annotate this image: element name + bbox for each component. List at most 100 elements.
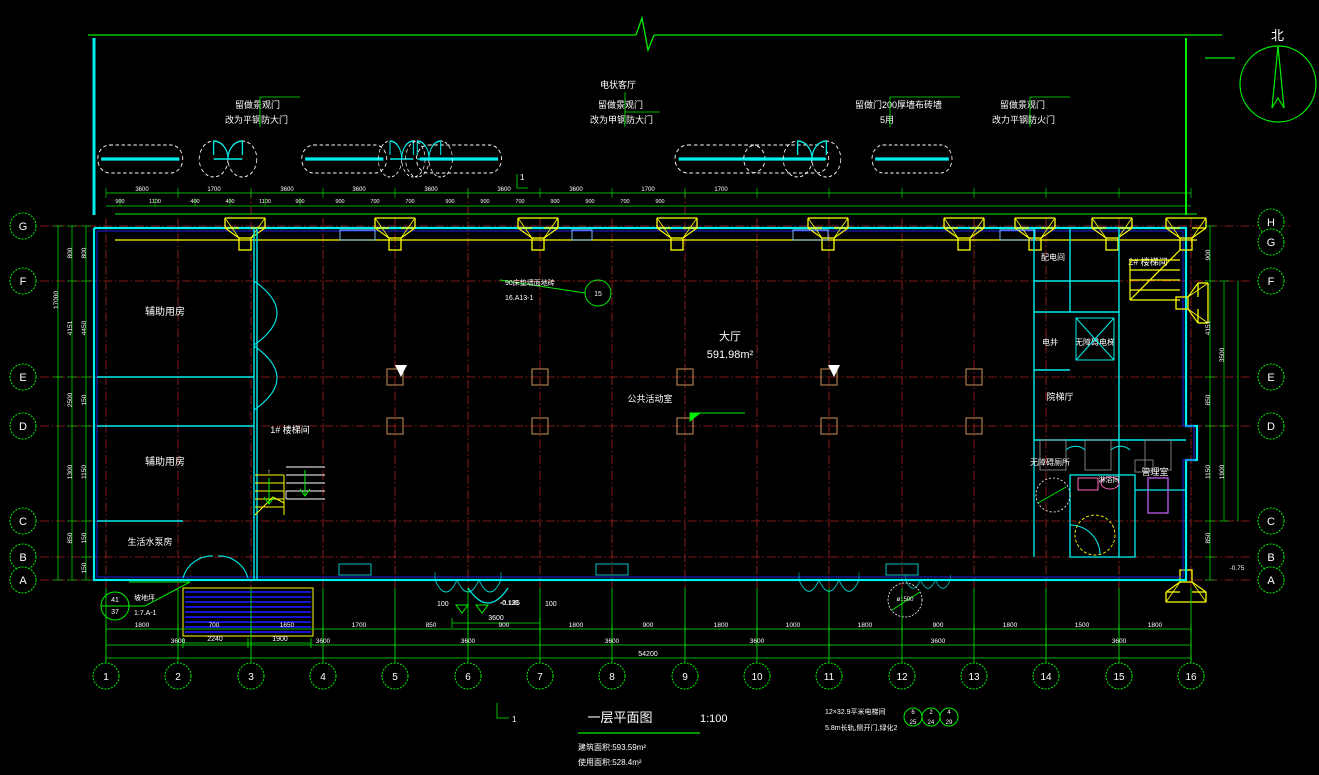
svg-text:1:100: 1:100 — [700, 713, 728, 725]
svg-text:25: 25 — [910, 720, 917, 726]
svg-text:1: 1 — [520, 173, 525, 182]
svg-text:F: F — [1268, 276, 1275, 288]
svg-text:留做景观门: 留做景观门 — [1000, 99, 1045, 110]
svg-text:淋浴间: 淋浴间 — [1099, 475, 1120, 484]
svg-text:管理室: 管理室 — [1141, 466, 1168, 477]
svg-text:3600: 3600 — [1112, 638, 1127, 645]
svg-text:E: E — [19, 372, 26, 384]
svg-text:900: 900 — [655, 199, 664, 205]
svg-text:54200: 54200 — [638, 651, 658, 658]
svg-text:1: 1 — [103, 672, 109, 683]
svg-text:4450: 4450 — [81, 320, 88, 335]
svg-text:1800: 1800 — [1003, 622, 1018, 629]
svg-text:1800: 1800 — [714, 622, 729, 629]
svg-text:D: D — [1267, 421, 1275, 433]
svg-text:2240: 2240 — [207, 636, 223, 643]
svg-text:3600: 3600 — [135, 187, 149, 193]
svg-text:1: 1 — [512, 715, 517, 724]
svg-text:10: 10 — [751, 672, 763, 683]
svg-text:1150: 1150 — [1205, 465, 1212, 479]
svg-text:4151: 4151 — [1205, 320, 1212, 335]
svg-text:1700: 1700 — [352, 622, 367, 629]
svg-text:900: 900 — [445, 199, 454, 205]
svg-text:坡地坪: 坡地坪 — [134, 593, 155, 602]
svg-text:900: 900 — [1205, 249, 1212, 260]
svg-text:1800: 1800 — [569, 622, 584, 629]
svg-text:850: 850 — [426, 622, 437, 629]
svg-text:900: 900 — [335, 199, 344, 205]
svg-text:90床垫墙面地砖: 90床垫墙面地砖 — [505, 278, 555, 287]
svg-text:37: 37 — [111, 609, 119, 616]
svg-text:院梯厅: 院梯厅 — [1046, 391, 1073, 402]
svg-text:生活水泵房: 生活水泵房 — [127, 536, 172, 547]
svg-text:850: 850 — [1205, 394, 1212, 405]
svg-text:1800: 1800 — [135, 622, 150, 629]
svg-text:大厅: 大厅 — [719, 329, 741, 343]
svg-text:12: 12 — [896, 672, 908, 683]
svg-text:-0.75: -0.75 — [1230, 565, 1245, 572]
svg-text:16: 16 — [1185, 672, 1197, 683]
svg-text:100: 100 — [545, 601, 557, 608]
svg-text:1150: 1150 — [81, 465, 88, 479]
svg-text:A: A — [1267, 575, 1275, 587]
svg-text:900: 900 — [480, 199, 489, 205]
svg-text:9: 9 — [682, 672, 688, 683]
svg-text:辅助用房: 辅助用房 — [145, 305, 185, 318]
svg-text:H: H — [1267, 217, 1275, 229]
svg-text:800: 800 — [67, 247, 74, 258]
svg-text:B: B — [1267, 552, 1274, 564]
svg-text:↑: ↑ — [267, 469, 271, 476]
svg-text:1300: 1300 — [67, 464, 74, 479]
svg-text:900: 900 — [499, 622, 510, 629]
svg-text:电状客厅: 电状客厅 — [600, 79, 636, 90]
svg-text:900: 900 — [550, 199, 559, 205]
svg-text:3600: 3600 — [316, 638, 331, 645]
svg-text:G: G — [1267, 237, 1276, 249]
svg-text:700: 700 — [515, 199, 524, 205]
svg-text:使用面积:528.4m²: 使用面积:528.4m² — [578, 757, 642, 767]
svg-text:一层平面图: 一层平面图 — [587, 710, 652, 725]
svg-text:3600: 3600 — [488, 615, 504, 622]
svg-text:3500: 3500 — [1219, 347, 1226, 362]
svg-text:1000: 1000 — [786, 622, 801, 629]
svg-text:改为平钢防大门: 改为平钢防大门 — [225, 114, 288, 125]
svg-text:3600: 3600 — [931, 638, 946, 645]
svg-text:留做门200厚墙布砖墙: 留做门200厚墙布砖墙 — [855, 99, 942, 110]
svg-text:15: 15 — [1113, 672, 1125, 683]
svg-text:北: 北 — [1271, 28, 1284, 43]
svg-text:1# 楼梯间: 1# 楼梯间 — [270, 424, 310, 435]
svg-text:800: 800 — [81, 247, 88, 258]
svg-text:150: 150 — [81, 562, 88, 573]
svg-text:2# 楼梯间: 2# 楼梯间 — [1128, 256, 1168, 267]
svg-text:1700: 1700 — [714, 187, 728, 193]
svg-text:700: 700 — [405, 199, 414, 205]
svg-text:1800: 1800 — [1148, 622, 1163, 629]
svg-text:-0.135: -0.135 — [500, 600, 520, 607]
svg-text:D: D — [19, 421, 27, 433]
svg-text:3600: 3600 — [461, 638, 476, 645]
svg-text:留做景观门: 留做景观门 — [235, 99, 280, 110]
svg-text:G: G — [19, 221, 28, 233]
svg-text:3600: 3600 — [750, 638, 765, 645]
svg-text:ø1500: ø1500 — [896, 597, 914, 603]
svg-text:1:7.A-1: 1:7.A-1 — [134, 610, 157, 617]
svg-text:4: 4 — [320, 672, 326, 683]
svg-text:3600: 3600 — [352, 187, 366, 193]
svg-text:14: 14 — [1040, 672, 1052, 683]
svg-text:改力平钢防火门: 改力平钢防火门 — [992, 114, 1055, 125]
svg-text:41: 41 — [111, 597, 119, 604]
svg-text:700: 700 — [370, 199, 379, 205]
svg-text:700: 700 — [620, 199, 629, 205]
svg-text:5.8m长轨,侧开门,绿化2: 5.8m长轨,侧开门,绿化2 — [825, 723, 897, 732]
svg-text:3600: 3600 — [497, 187, 511, 193]
svg-text:公共活动室: 公共活动室 — [627, 393, 672, 404]
svg-text:900: 900 — [643, 622, 654, 629]
svg-text:3600: 3600 — [569, 187, 583, 193]
svg-text:5: 5 — [392, 672, 398, 683]
svg-text:7: 7 — [537, 672, 543, 683]
svg-text:2500: 2500 — [67, 392, 74, 407]
svg-text:留做景观门: 留做景观门 — [598, 99, 643, 110]
svg-text:15: 15 — [594, 291, 602, 298]
svg-text:3600: 3600 — [171, 638, 186, 645]
svg-text:1900: 1900 — [1219, 464, 1226, 479]
